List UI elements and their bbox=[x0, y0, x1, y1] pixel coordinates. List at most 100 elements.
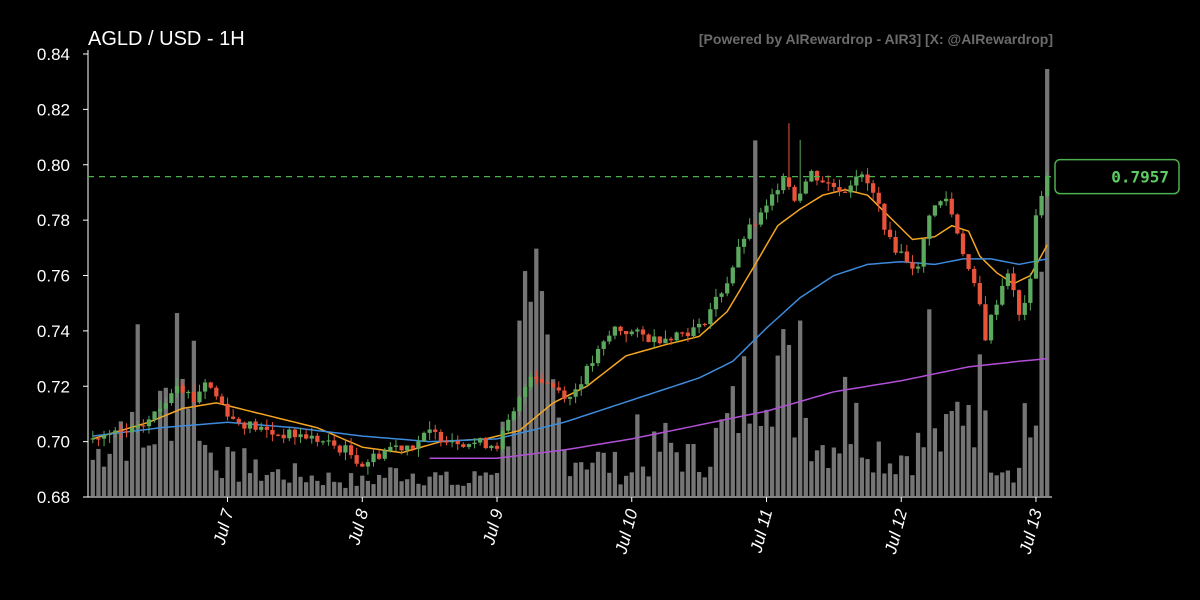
candle-body bbox=[657, 336, 662, 344]
candle-body bbox=[292, 429, 298, 438]
x-tick-label: Jul 9 bbox=[479, 507, 507, 548]
candle-body bbox=[158, 408, 163, 412]
candle-body bbox=[764, 205, 769, 213]
candle-body bbox=[517, 396, 522, 412]
volume-bar bbox=[376, 474, 382, 497]
candle-body bbox=[444, 441, 449, 443]
candle-body bbox=[433, 429, 438, 432]
candle-body bbox=[1028, 278, 1033, 303]
volume-bar bbox=[814, 450, 820, 497]
candle-body bbox=[899, 251, 904, 253]
volume-bar bbox=[1005, 470, 1011, 497]
candle-body bbox=[438, 431, 444, 442]
volume-bar bbox=[713, 427, 719, 497]
volume-bar bbox=[764, 409, 769, 497]
candle-body bbox=[186, 391, 191, 394]
volume-bar bbox=[556, 417, 561, 497]
volume-bar bbox=[579, 462, 584, 497]
candle-body bbox=[893, 236, 898, 253]
candle-body bbox=[259, 426, 264, 430]
candle-body bbox=[247, 421, 253, 429]
candle-body bbox=[876, 192, 881, 204]
candle-body bbox=[730, 267, 735, 284]
candle-body bbox=[842, 191, 848, 193]
candle-body bbox=[786, 177, 792, 187]
candle-body bbox=[702, 323, 707, 326]
candle-body bbox=[208, 382, 213, 388]
volume-bar bbox=[854, 402, 859, 497]
volume-bar bbox=[601, 452, 606, 497]
volume-bar bbox=[113, 433, 118, 497]
candle-body bbox=[332, 440, 337, 446]
volume-bar bbox=[163, 387, 168, 497]
candle-body bbox=[938, 201, 943, 206]
volume-bar bbox=[949, 410, 954, 497]
candle-body bbox=[416, 441, 421, 449]
volume-bar bbox=[736, 433, 741, 497]
candle-body bbox=[388, 446, 393, 451]
volume-bar bbox=[410, 473, 415, 497]
volume-bar bbox=[343, 487, 348, 497]
candle-body bbox=[708, 309, 713, 325]
volume-bar bbox=[915, 432, 921, 497]
volume-bar bbox=[882, 473, 887, 497]
volume-bar bbox=[304, 482, 309, 497]
volume-bar bbox=[298, 476, 303, 497]
volume-bar bbox=[803, 417, 808, 497]
candle-body bbox=[831, 182, 836, 188]
volume-bar bbox=[118, 421, 124, 497]
candle-body bbox=[820, 180, 825, 183]
candle-body bbox=[281, 434, 286, 439]
volume-bar bbox=[685, 444, 691, 497]
candle-body bbox=[539, 378, 545, 383]
volume-bar bbox=[236, 481, 241, 497]
last-price-box bbox=[1054, 158, 1180, 195]
candle-body bbox=[646, 334, 651, 343]
volume-bar bbox=[781, 329, 786, 497]
candle-body bbox=[421, 432, 427, 442]
candle-body bbox=[528, 376, 533, 388]
candle-body bbox=[691, 327, 696, 337]
candle-body bbox=[382, 450, 387, 459]
volume-bar bbox=[320, 485, 326, 497]
candle-body bbox=[113, 430, 118, 434]
candle-body bbox=[904, 251, 909, 263]
candle-body bbox=[601, 341, 606, 349]
volume-bar bbox=[405, 479, 410, 497]
candle-body bbox=[798, 193, 803, 201]
volume-bar bbox=[910, 475, 915, 497]
candle-body bbox=[747, 224, 752, 239]
candle-body bbox=[337, 445, 342, 453]
volume-bar bbox=[202, 444, 208, 497]
candle-body bbox=[354, 455, 359, 464]
candle-body bbox=[326, 440, 331, 442]
candle-body bbox=[977, 283, 982, 305]
volume-bar bbox=[354, 485, 359, 497]
volume-bar bbox=[494, 472, 500, 497]
candle-body bbox=[360, 463, 365, 467]
volume-bar bbox=[932, 428, 938, 497]
volume-bar bbox=[899, 455, 904, 497]
candle-body bbox=[545, 382, 550, 384]
candle-body bbox=[96, 438, 101, 440]
candle-body bbox=[225, 403, 230, 417]
candle-body bbox=[618, 326, 623, 332]
volume-bar bbox=[691, 443, 696, 497]
candle-body bbox=[348, 445, 354, 456]
volume-bar bbox=[382, 477, 387, 497]
candle-body bbox=[242, 422, 247, 429]
volume-bar bbox=[371, 484, 376, 497]
volume-bar bbox=[921, 447, 926, 497]
last-price-marker: 0.7957 bbox=[88, 158, 1180, 195]
candle-body bbox=[1033, 215, 1039, 279]
last-price-label: 0.7957 bbox=[1111, 168, 1169, 187]
candle-body bbox=[769, 194, 775, 206]
candle-body bbox=[1000, 285, 1005, 305]
candle-body bbox=[410, 445, 415, 449]
volume-bar bbox=[612, 451, 618, 497]
candle-body bbox=[320, 441, 326, 443]
volume-bar bbox=[629, 472, 634, 497]
y-tick-label: 0.78 bbox=[37, 211, 70, 230]
y-axis: 0.68 0.70 0.72 0.74 0.76 0.78 0.80 0.82 0.84 bbox=[37, 45, 89, 507]
candle-body bbox=[927, 215, 932, 239]
